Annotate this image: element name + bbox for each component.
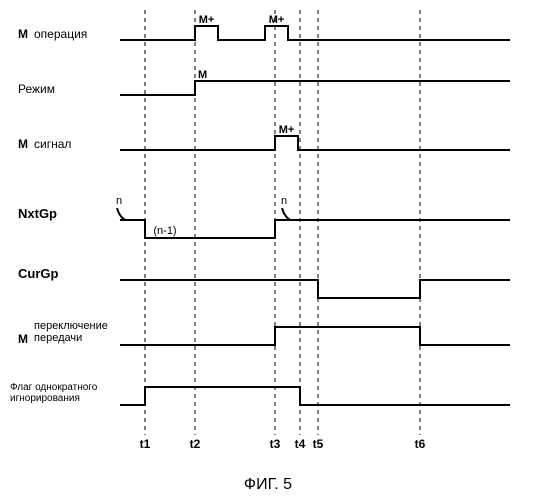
svg-text:t2: t2 <box>190 437 201 451</box>
svg-text:CurGp: CurGp <box>18 266 59 281</box>
svg-text:n: n <box>281 195 287 207</box>
svg-text:t1: t1 <box>140 437 151 451</box>
svg-text:n: n <box>116 195 122 207</box>
svg-text:Режим: Режим <box>18 82 55 96</box>
svg-text:M+: M+ <box>279 124 295 136</box>
figure-caption: ФИГ. 5 <box>0 476 536 494</box>
svg-text:операция: операция <box>34 27 87 41</box>
svg-text:NxtGp: NxtGp <box>18 206 57 221</box>
svg-text:сигнал: сигнал <box>34 137 71 151</box>
svg-text:M: M <box>18 137 28 151</box>
svg-text:(n-1): (n-1) <box>153 225 176 237</box>
svg-text:переключение: переключение <box>34 320 108 332</box>
svg-text:игнорирования: игнорирования <box>10 393 80 404</box>
svg-text:t3: t3 <box>270 437 281 451</box>
svg-text:M+: M+ <box>199 14 215 26</box>
svg-text:t5: t5 <box>313 437 324 451</box>
timing-diagram: t1 t2 t3 t4 t5 t6 Mоперация M+ M+ Режим M Mсигнал M+… <box>0 0 536 500</box>
svg-text:t6: t6 <box>415 437 426 451</box>
svg-text:M: M <box>18 27 28 41</box>
svg-text:M+: M+ <box>269 14 285 26</box>
svg-text:M: M <box>18 332 28 346</box>
svg-text:t4: t4 <box>295 437 306 451</box>
svg-text:M: M <box>198 69 207 81</box>
svg-text:Флаг однократного: Флаг однократного <box>10 382 98 393</box>
svg-text:передачи: передачи <box>34 332 82 344</box>
